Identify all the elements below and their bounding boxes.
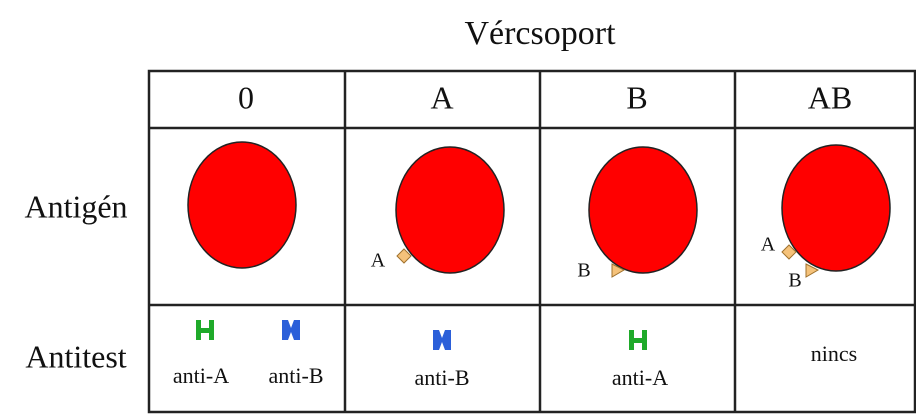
antigen-label: B: [788, 270, 801, 292]
antigen-b: [805, 263, 820, 278]
antibody-icon-a: [629, 330, 647, 350]
antibody-label: anti-B: [269, 363, 324, 388]
antibody-icon-b: [433, 330, 451, 350]
row-label: Antitest: [25, 338, 126, 374]
antibody-label: anti-A: [173, 363, 229, 388]
red-blood-cell: [781, 144, 891, 272]
row-label: Antigén: [24, 188, 127, 224]
antigen-b: [611, 263, 626, 278]
antibody-icon-a: [196, 320, 214, 340]
antigen-label: A: [371, 250, 386, 272]
column-header: 0: [238, 79, 254, 115]
column-header: AB: [808, 79, 852, 115]
antibody-label: anti-B: [415, 365, 470, 390]
antigen-label: A: [761, 234, 776, 256]
table-grid: [147, 69, 916, 414]
red-blood-cell: [187, 141, 297, 269]
title: Vércsoport: [464, 15, 616, 52]
red-blood-cell: [395, 146, 505, 274]
antibody-icon-b: [282, 320, 300, 340]
column-header: A: [430, 79, 453, 115]
antigen-a: [396, 248, 412, 264]
red-blood-cell: [588, 146, 698, 274]
antigen-a: [781, 244, 797, 260]
antibody-label: anti-A: [612, 365, 668, 390]
antigen-label: B: [577, 260, 590, 282]
antibody-label: nincs: [811, 341, 857, 366]
column-header: B: [626, 79, 647, 115]
